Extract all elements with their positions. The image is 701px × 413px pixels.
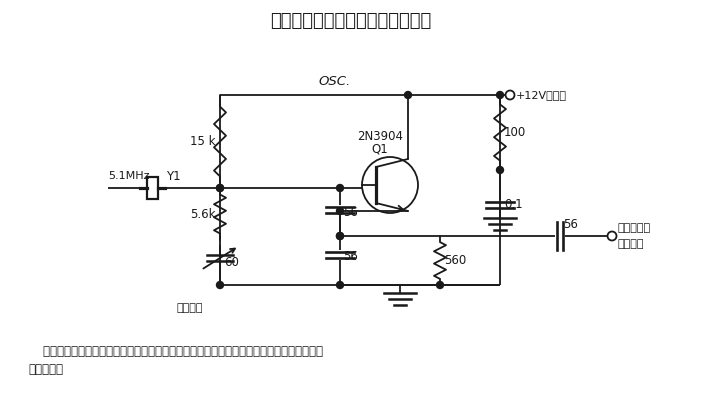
Text: 或混频器: 或混频器	[618, 239, 644, 249]
Circle shape	[336, 233, 343, 240]
Circle shape	[496, 166, 503, 173]
Text: 冲放大器。: 冲放大器。	[28, 363, 63, 376]
Text: 5.6k: 5.6k	[191, 207, 216, 221]
Circle shape	[336, 233, 343, 240]
Text: 0.1: 0.1	[504, 199, 523, 211]
Text: 56: 56	[343, 251, 358, 263]
Text: 56: 56	[343, 206, 358, 218]
Circle shape	[496, 92, 503, 98]
Text: 单边带发射机用的晶控本机振荡器: 单边带发射机用的晶控本机振荡器	[270, 12, 431, 30]
Text: 560: 560	[444, 254, 466, 267]
Circle shape	[336, 207, 343, 214]
Text: 接至放大器: 接至放大器	[618, 223, 651, 233]
Text: 2N3904: 2N3904	[357, 131, 403, 143]
Circle shape	[404, 92, 411, 98]
Text: 60: 60	[224, 256, 239, 268]
Text: 这一振荡可能包含有几个转换的晶体，以提供多路通信的工作方式。需要时，可增加一个缓: 这一振荡可能包含有几个转换的晶体，以提供多路通信的工作方式。需要时，可增加一个缓	[28, 345, 323, 358]
Circle shape	[336, 282, 343, 289]
Text: Q1: Q1	[372, 142, 388, 156]
Bar	[147, 177, 158, 199]
Text: OSC.: OSC.	[319, 75, 351, 88]
Text: 频率调节: 频率调节	[177, 303, 203, 313]
Text: +12V稳压器: +12V稳压器	[516, 90, 567, 100]
Text: 15 k: 15 k	[191, 135, 216, 148]
Text: 5.1MHz: 5.1MHz	[108, 171, 149, 181]
Circle shape	[437, 282, 444, 289]
Text: Y1: Y1	[166, 169, 181, 183]
Text: 100: 100	[504, 126, 526, 139]
Circle shape	[336, 185, 343, 192]
Text: 56: 56	[563, 218, 578, 230]
Circle shape	[217, 185, 224, 192]
Circle shape	[217, 185, 224, 192]
Circle shape	[217, 282, 224, 289]
